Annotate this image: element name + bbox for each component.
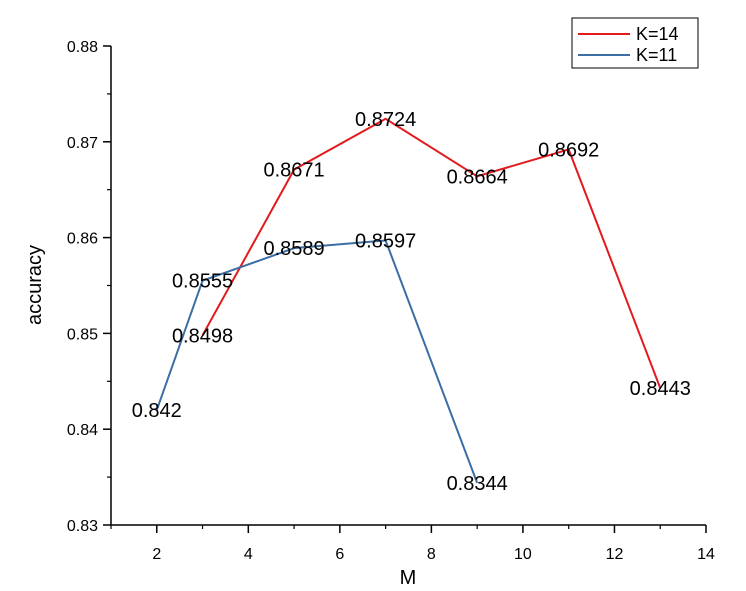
y-tick-label: 0.87: [67, 135, 98, 152]
data-label: 0.8671: [263, 160, 324, 182]
y-tick-label: 0.88: [67, 39, 98, 56]
series-lines: [155, 117, 662, 484]
legend-label-k14: K=14: [636, 24, 679, 44]
data-label: 0.8664: [447, 166, 508, 188]
series-line-k11: [155, 239, 479, 484]
data-labels: 0.8498 0.8671 0.8724 0.8664 0.8692 0.8443 0.84…: [132, 109, 691, 495]
data-label: 0.8692: [538, 139, 599, 161]
y-tick-label: 0.86: [67, 231, 98, 248]
data-label: 0.8344: [447, 473, 508, 495]
data-label: 0.8724: [355, 109, 416, 131]
y-axis-title: accuracy: [24, 245, 46, 325]
y-tick-label: 0.83: [67, 518, 98, 535]
data-label: 0.8443: [630, 378, 691, 400]
ticks: [103, 45, 707, 533]
x-tick-label: 6: [335, 546, 344, 563]
x-tick-label: 10: [514, 546, 532, 563]
y-tick-label: 0.85: [67, 326, 98, 343]
data-label: 0.8498: [172, 325, 233, 347]
legend: K=14 K=11: [571, 17, 699, 69]
x-tick-label: 14: [697, 546, 715, 563]
x-axis-title: M: [400, 567, 417, 589]
y-tick-label: 0.84: [67, 422, 98, 439]
x-tick-label: 4: [244, 546, 253, 563]
x-tick-label: 2: [152, 546, 161, 563]
x-tick-label: 12: [606, 546, 624, 563]
data-label: 0.8597: [355, 230, 416, 252]
x-tick-label: 8: [427, 546, 436, 563]
data-label: 0.8555: [172, 271, 233, 293]
tick-labels: 2 4 6 8 10 12 14 0.83 0.84 0.85 0.86 0.87 0.88: [67, 39, 715, 563]
series-line-k14: [201, 117, 662, 389]
legend-label-k11: K=11: [636, 45, 677, 65]
data-label: 0.8589: [263, 238, 324, 260]
data-label: 0.842: [132, 400, 182, 422]
legend-box: [571, 17, 699, 69]
